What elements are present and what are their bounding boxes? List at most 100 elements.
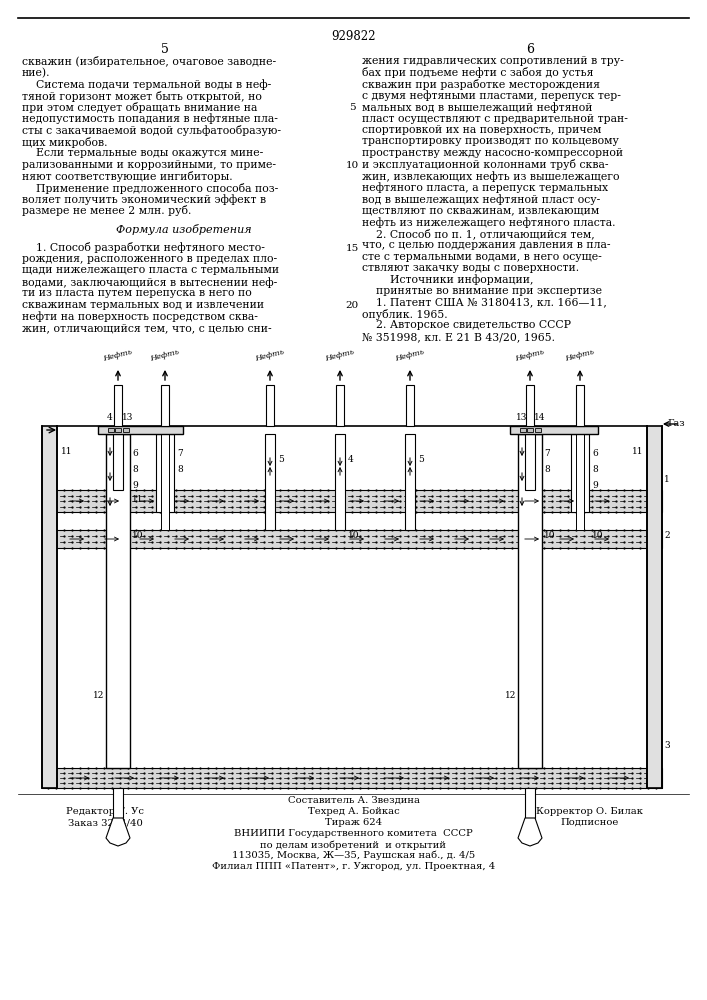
Text: 15: 15 bbox=[346, 244, 358, 253]
Text: 10: 10 bbox=[348, 532, 359, 540]
Text: 1: 1 bbox=[664, 476, 670, 485]
Polygon shape bbox=[106, 818, 130, 846]
Text: жин, извлекающих нефть из вышележащего: жин, извлекающих нефть из вышележащего bbox=[362, 171, 619, 182]
Text: водами, заключающийся в вытеснении неф-: водами, заключающийся в вытеснении неф- bbox=[22, 277, 277, 288]
Text: Заказ 3264/40: Заказ 3264/40 bbox=[68, 818, 142, 827]
Text: сты с закачиваемой водой сульфатообразую-: сты с закачиваемой водой сульфатообразую… bbox=[22, 125, 281, 136]
Bar bbox=[405, 434, 415, 530]
Text: № 351998, кл. Е 21 В 43/20, 1965.: № 351998, кл. Е 21 В 43/20, 1965. bbox=[362, 332, 555, 342]
Text: 4: 4 bbox=[348, 456, 354, 464]
Text: Если термальные воды окажутся мине-: Если термальные воды окажутся мине- bbox=[22, 148, 263, 158]
Text: Редактор Г. Ус: Редактор Г. Ус bbox=[66, 807, 144, 816]
Bar bbox=[510, 426, 598, 434]
Text: Тираж 624: Тираж 624 bbox=[325, 818, 382, 827]
Text: Филиал ППП «Патент», г. Ужгород, ул. Проектная, 4: Филиал ППП «Патент», г. Ужгород, ул. Про… bbox=[212, 862, 495, 871]
Text: щих микробов.: щих микробов. bbox=[22, 136, 107, 147]
Text: 10: 10 bbox=[346, 161, 358, 170]
Text: 6: 6 bbox=[526, 43, 534, 56]
Bar bbox=[42, 490, 662, 512]
Text: Нефть: Нефть bbox=[255, 348, 286, 363]
Text: пространству между насосно-компрессорной: пространству между насосно-компрессорной bbox=[362, 148, 623, 158]
Bar bbox=[266, 385, 274, 426]
Bar bbox=[520, 428, 526, 432]
Text: бах при подъеме нефти с забоя до устья: бах при подъеме нефти с забоя до устья bbox=[362, 68, 593, 79]
Text: 13: 13 bbox=[516, 413, 527, 422]
Text: Нефть: Нефть bbox=[564, 348, 595, 363]
Bar bbox=[336, 385, 344, 426]
Text: 10: 10 bbox=[544, 532, 556, 540]
Text: 15: 15 bbox=[113, 413, 125, 422]
Bar bbox=[42, 426, 57, 788]
Text: сте с термальными водами, в него осуще-: сте с термальными водами, в него осуще- bbox=[362, 251, 602, 261]
Bar bbox=[265, 434, 275, 530]
Text: 12: 12 bbox=[93, 690, 104, 700]
Text: 4: 4 bbox=[107, 413, 113, 422]
Bar bbox=[42, 530, 662, 548]
Bar bbox=[647, 426, 662, 788]
Bar bbox=[161, 434, 169, 530]
Bar bbox=[571, 434, 589, 512]
Text: недопустимость попадания в нефтяные пла-: недопустимость попадания в нефтяные пла- bbox=[22, 113, 278, 124]
Text: тяной горизонт может быть открытой, но: тяной горизонт может быть открытой, но bbox=[22, 91, 262, 102]
Bar bbox=[527, 428, 533, 432]
Bar bbox=[161, 385, 169, 426]
Text: 10: 10 bbox=[132, 532, 144, 540]
Text: 14: 14 bbox=[534, 413, 546, 422]
Text: 929822: 929822 bbox=[332, 30, 375, 43]
Text: 113035, Москва, Ж—35, Раушская наб., д. 4/5: 113035, Москва, Ж—35, Раушская наб., д. … bbox=[232, 851, 475, 860]
Bar bbox=[123, 428, 129, 432]
Bar bbox=[576, 385, 584, 426]
Text: что, с целью поддержания давления в пла-: что, с целью поддержания давления в пла- bbox=[362, 240, 611, 250]
Text: ществляют по скважинам, извлекающим: ществляют по скважинам, извлекающим bbox=[362, 206, 600, 216]
Text: 3: 3 bbox=[664, 740, 670, 750]
Text: 1. Способ разработки нефтяного место-: 1. Способ разработки нефтяного место- bbox=[22, 242, 265, 253]
Text: щади нижележащего пласта с термальными: щади нижележащего пласта с термальными bbox=[22, 265, 279, 275]
Text: вод в вышележащих нефтяной пласт осу-: вод в вышележащих нефтяной пласт осу- bbox=[362, 194, 600, 205]
Text: 6: 6 bbox=[592, 448, 597, 458]
Text: Техред А. Бойкас: Техред А. Бойкас bbox=[308, 807, 399, 816]
Text: и эксплуатационной колоннами труб сква-: и эксплуатационной колоннами труб сква- bbox=[362, 159, 609, 170]
Text: 9: 9 bbox=[592, 481, 597, 489]
Text: Применение предложенного способа поз-: Применение предложенного способа поз- bbox=[22, 182, 279, 194]
Text: 10: 10 bbox=[592, 532, 604, 540]
Bar bbox=[156, 434, 174, 512]
Text: 5: 5 bbox=[161, 43, 169, 56]
Bar bbox=[335, 434, 345, 530]
Text: Источники информации,: Источники информации, bbox=[362, 274, 534, 285]
Bar bbox=[114, 385, 122, 426]
Text: мальных вод в вышележащий нефтяной: мальных вод в вышележащий нефтяной bbox=[362, 102, 592, 113]
Text: 6: 6 bbox=[132, 448, 138, 458]
Text: Нефть: Нефть bbox=[325, 348, 356, 363]
Bar bbox=[98, 426, 183, 434]
Text: 8: 8 bbox=[177, 466, 182, 475]
Text: ВНИИПИ Государственного комитета  СССР: ВНИИПИ Государственного комитета СССР bbox=[234, 829, 473, 838]
Text: опублик. 1965.: опублик. 1965. bbox=[362, 309, 448, 320]
Bar bbox=[518, 434, 542, 768]
Text: ствляют закачку воды с поверхности.: ствляют закачку воды с поверхности. bbox=[362, 263, 579, 273]
Text: Формула изобретения: Формула изобретения bbox=[116, 224, 251, 235]
Text: Корректор О. Билак: Корректор О. Билак bbox=[537, 807, 643, 816]
Text: Нефть: Нефть bbox=[149, 348, 180, 363]
Bar bbox=[406, 385, 414, 426]
Text: воляет получить экономический эффект в: воляет получить экономический эффект в bbox=[22, 194, 266, 205]
Bar bbox=[526, 385, 534, 426]
Bar bbox=[525, 788, 535, 818]
Text: 20: 20 bbox=[346, 301, 358, 310]
Text: ние).: ние). bbox=[22, 68, 50, 78]
Text: размере не менее 2 млн. руб.: размере не менее 2 млн. руб. bbox=[22, 206, 192, 217]
Text: Подписное: Подписное bbox=[561, 818, 619, 827]
Text: 13: 13 bbox=[122, 413, 134, 422]
Text: ти из пласта путем перепуска в него по: ти из пласта путем перепуска в него по bbox=[22, 288, 252, 298]
Text: 7: 7 bbox=[177, 448, 182, 458]
Text: 5: 5 bbox=[278, 456, 284, 464]
Text: жения гидравлических сопротивлений в тру-: жения гидравлических сопротивлений в тру… bbox=[362, 56, 624, 66]
Text: Нефть: Нефть bbox=[515, 348, 546, 363]
Text: при этом следует обращать внимание на: при этом следует обращать внимание на bbox=[22, 102, 257, 113]
Text: 12: 12 bbox=[505, 690, 516, 700]
Text: 8: 8 bbox=[592, 466, 597, 475]
Text: 5: 5 bbox=[349, 103, 356, 112]
Bar bbox=[525, 434, 535, 490]
Text: принятые во внимание при экспертизе: принятые во внимание при экспертизе bbox=[362, 286, 602, 296]
Text: скважин при разработке месторождения: скважин при разработке месторождения bbox=[362, 79, 600, 90]
Text: Система подачи термальной воды в неф-: Система подачи термальной воды в неф- bbox=[22, 79, 271, 90]
